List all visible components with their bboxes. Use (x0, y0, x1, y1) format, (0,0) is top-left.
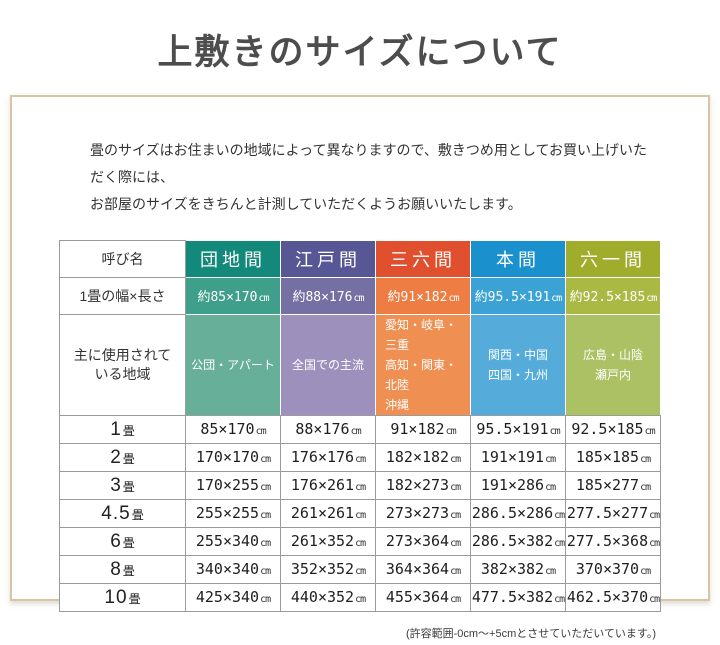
size-cell: 170×255cm (185, 471, 281, 500)
unit-size-cell: 約92.5×185cm (565, 277, 661, 315)
size-cell: 95.5×191cm (470, 415, 566, 444)
region-cell: 広島・山陰 瀬戸内 (565, 314, 661, 416)
size-cell: 340×340cm (185, 555, 281, 584)
column-header-edoma: 江戸間 (280, 240, 376, 278)
size-cell: 286.5×286cm (470, 499, 566, 528)
table-row-8jo: 8畳 340×340cm 352×352cm 364×364cm 382×382… (59, 555, 661, 584)
size-cell: 182×182cm (375, 443, 471, 472)
size-cell: 176×261cm (280, 471, 376, 500)
row-label: 2畳 (59, 443, 186, 472)
size-cell: 440×352cm (280, 583, 376, 612)
size-cell: 286.5×382cm (470, 527, 566, 556)
size-cell: 382×382cm (470, 555, 566, 584)
size-cell: 92.5×185cm (565, 415, 661, 444)
table-row-3jo: 3畳 170×255cm 176×261cm 182×273cm 191×286… (59, 471, 661, 500)
region-cell: 関西・中国 四国・九州 (470, 314, 566, 416)
content-panel: 畳のサイズはお住まいの地域によって異なりますので、敷きつめ用としてお買い上げいた… (10, 95, 710, 640)
row-label: 10畳 (59, 583, 186, 612)
size-cell: 88×176cm (280, 415, 376, 444)
row-label: 1畳 (59, 415, 186, 444)
unit-size-cell: 約91×182cm (375, 277, 471, 315)
size-cell: 170×170cm (185, 443, 281, 472)
size-cell: 185×277cm (565, 471, 661, 500)
size-cell: 261×352cm (280, 527, 376, 556)
unit-size-cell: 約88×176cm (280, 277, 376, 315)
row-label: 3畳 (59, 471, 186, 500)
row-label: 8畳 (59, 555, 186, 584)
tolerance-footnote: (許容範囲-0cm～+5cmとさせていただいています。) (405, 628, 656, 640)
size-cell: 255×255cm (185, 499, 281, 528)
unit-size-cell: 約85×170cm (185, 277, 281, 315)
column-header-sanrokuma: 三六間 (375, 240, 471, 278)
unit-size-cell: 約95.5×191cm (470, 277, 566, 315)
size-cell: 191×286cm (470, 471, 566, 500)
row-label: 4.5畳 (59, 499, 186, 528)
header-row: 呼び名 団地間 江戸間 三六間 本間 六一間 (59, 240, 661, 278)
table-row-2jo: 2畳 170×170cm 176×176cm 182×182cm 191×191… (59, 443, 661, 472)
region-cell: 愛知・岐阜・三重 高知・関東・北陸 沖縄 (375, 314, 471, 416)
size-cell: 182×273cm (375, 471, 471, 500)
table-row-1jo: 1畳 85×170cm 88×176cm 91×182cm 95.5×191cm… (59, 415, 661, 444)
region-cell: 全国での主流 (280, 314, 376, 416)
table-row-4-5jo: 4.5畳 255×255cm 261×261cm 273×273cm 286.5… (59, 499, 661, 528)
size-cell: 352×352cm (280, 555, 376, 584)
region-row-label: 主に使用されて いる地域 (59, 314, 186, 416)
page-title: 上敷きのサイズについて (157, 33, 563, 72)
size-cell: 176×176cm (280, 443, 376, 472)
table-row-10jo: 10畳 425×340cm 440×352cm 455×364cm 477.5×… (59, 583, 661, 612)
intro-text: 畳のサイズはお住まいの地域によって異なりますので、敷きつめ用としてお買い上げいた… (12, 97, 708, 218)
region-row: 主に使用されて いる地域 公団・アパート 全国での主流 愛知・岐阜・三重 高知・関… (59, 314, 661, 416)
size-cell: 191×191cm (470, 443, 566, 472)
size-cell: 277.5×368cm (565, 527, 661, 556)
column-header-honma: 本間 (470, 240, 566, 278)
size-cell: 255×340cm (185, 527, 281, 556)
unit-size-row-label: 1畳の幅×長さ (59, 277, 186, 315)
size-cell: 85×170cm (185, 415, 281, 444)
corner-label: 呼び名 (59, 240, 186, 278)
size-cell: 273×273cm (375, 499, 471, 528)
size-cell: 455×364cm (375, 583, 471, 612)
size-cell: 91×182cm (375, 415, 471, 444)
intro-line-1: 畳のサイズはお住まいの地域によって異なりますので、敷きつめ用としてお買い上げいた… (90, 142, 648, 185)
size-cell: 185×185cm (565, 443, 661, 472)
tatami-size-table: 呼び名 団地間 江戸間 三六間 本間 六一間 1畳の幅×長さ 約85×170cm… (59, 240, 661, 612)
size-cell: 425×340cm (185, 583, 281, 612)
size-cell: 370×370cm (565, 555, 661, 584)
size-cell: 273×364cm (375, 527, 471, 556)
size-cell: 261×261cm (280, 499, 376, 528)
table-row-6jo: 6畳 255×340cm 261×352cm 273×364cm 286.5×3… (59, 527, 661, 556)
size-cell: 277.5×277cm (565, 499, 661, 528)
size-cell: 477.5×382cm (470, 583, 566, 612)
intro-line-2: お部屋のサイズをきちんと計測していただくようお願いいたします。 (90, 196, 522, 212)
row-label: 6畳 (59, 527, 186, 556)
column-header-danchima: 団地間 (185, 240, 281, 278)
column-header-rokuichima: 六一間 (565, 240, 661, 278)
unit-size-row: 1畳の幅×長さ 約85×170cm 約88×176cm 約91×182cm 約9… (59, 277, 661, 315)
size-cell: 462.5×370cm (565, 583, 661, 612)
size-cell: 364×364cm (375, 555, 471, 584)
region-cell: 公団・アパート (185, 314, 281, 416)
